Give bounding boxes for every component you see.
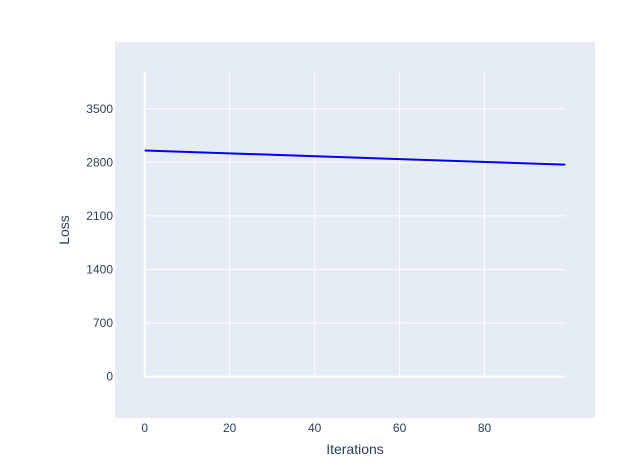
y-axis-title: Loss xyxy=(56,215,72,245)
y-tick-label: 3500 xyxy=(86,102,113,116)
y-tick-label: 2100 xyxy=(86,209,113,223)
y-tick-label: 700 xyxy=(93,316,113,330)
loss-series-line xyxy=(144,149,566,166)
x-tick-label: 20 xyxy=(223,421,237,435)
x-axis-title: Iterations xyxy=(326,441,384,457)
y-tick-label: 1400 xyxy=(86,262,113,276)
x-tick-label: 0 xyxy=(141,421,148,435)
x-tick-label: 40 xyxy=(308,421,322,435)
plot-background xyxy=(115,42,595,418)
y-tick-label: 2800 xyxy=(86,155,113,169)
y-tick-label: 0 xyxy=(106,370,113,384)
x-tick-label: 80 xyxy=(478,421,492,435)
x-tick-label: 60 xyxy=(393,421,407,435)
